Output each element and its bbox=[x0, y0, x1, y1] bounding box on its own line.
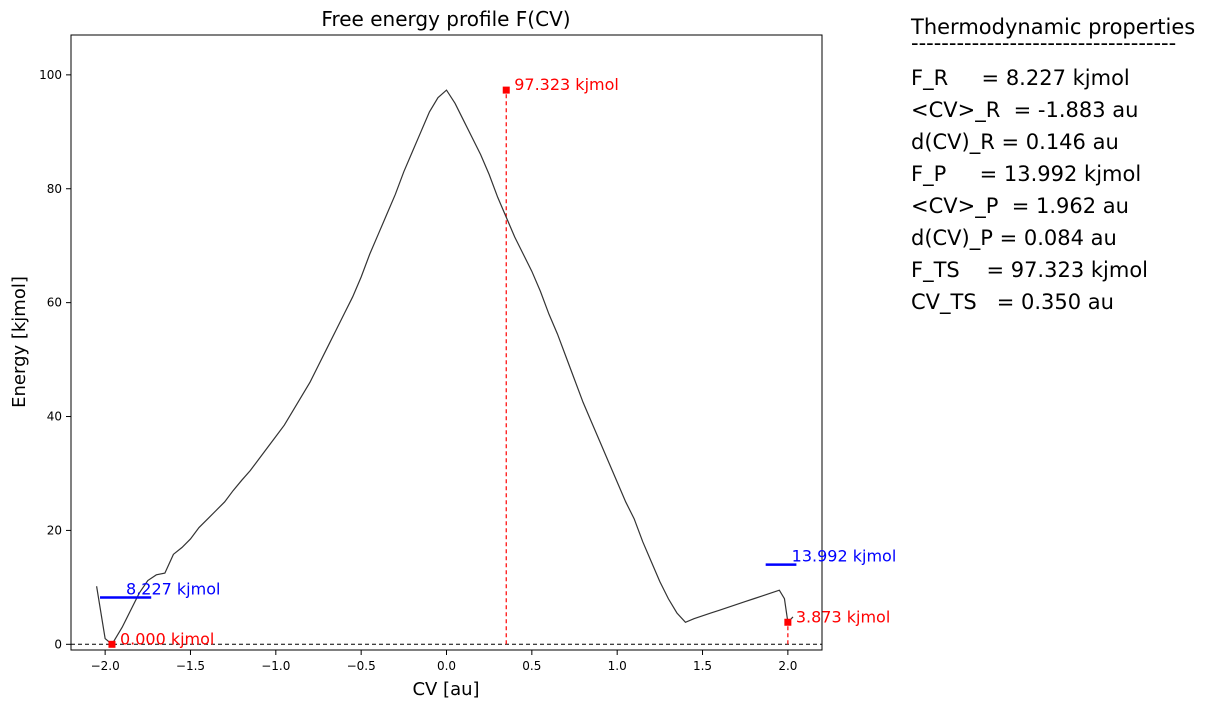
transition-state-marker bbox=[502, 86, 510, 94]
x-tick-label: 1.0 bbox=[608, 659, 627, 673]
free-energy-curve bbox=[96, 89, 794, 646]
y-tick-label: 0 bbox=[54, 637, 62, 651]
chart-title: Free energy profile F(CV) bbox=[321, 7, 570, 31]
axis-ticks: −2.0 −1.5 −1.0 −0.5 0.0 0.5 1.0 1.5 2.0 0 20 40 60 80… bbox=[39, 68, 797, 673]
point-markers: 0.000 kjmol 97.323 kjmol 3.873 kjmol bbox=[108, 75, 890, 648]
properties-rule: ----------------------------------- bbox=[911, 31, 1177, 55]
thermodynamic-properties-panel: Thermodynamic properties ---------------… bbox=[911, 14, 1195, 318]
plot-area bbox=[70, 34, 823, 651]
reference-lines bbox=[71, 90, 822, 645]
level-label-f-r: 8.227 kjmol bbox=[126, 579, 220, 598]
level-label-f-p: 13.992 kjmol bbox=[792, 547, 897, 566]
x-tick-label: 0.0 bbox=[437, 659, 456, 673]
y-axis-label: Energy [kjmol] bbox=[9, 276, 30, 408]
property-line: d(CV)_R = 0.146 au bbox=[911, 130, 1119, 154]
property-line: CV_TS = 0.350 au bbox=[911, 290, 1114, 314]
y-tick-label: 80 bbox=[47, 182, 62, 196]
y-tick-label: 60 bbox=[47, 296, 62, 310]
properties-list: F_R = 8.227 kjmol <CV>_R = -1.883 au d(C… bbox=[911, 62, 1195, 318]
x-tick-label: 2.0 bbox=[778, 659, 797, 673]
property-line: F_R = 8.227 kjmol bbox=[911, 66, 1130, 90]
transition-state-label: 97.323 kjmol bbox=[514, 75, 619, 94]
property-line: <CV>_P = 1.962 au bbox=[911, 194, 1129, 218]
property-line: <CV>_R = -1.883 au bbox=[911, 98, 1139, 122]
product-minimum-label: 3.873 kjmol bbox=[796, 607, 890, 626]
series-lines bbox=[96, 89, 794, 646]
x-tick-label: 1.5 bbox=[693, 659, 712, 673]
x-tick-label: −2.0 bbox=[91, 659, 120, 673]
x-tick-label: −0.5 bbox=[347, 659, 376, 673]
x-tick-label: −1.5 bbox=[176, 659, 205, 673]
y-tick-label: 100 bbox=[39, 68, 62, 82]
property-line: F_TS = 97.323 kjmol bbox=[911, 258, 1148, 282]
product-minimum-marker bbox=[784, 618, 792, 626]
reactant-minimum-label: 0.000 kjmol bbox=[120, 629, 214, 648]
x-axis-label: CV [au] bbox=[412, 679, 479, 700]
property-line: d(CV)_P = 0.084 au bbox=[911, 226, 1117, 250]
y-tick-label: 20 bbox=[47, 523, 62, 537]
x-tick-label: 0.5 bbox=[522, 659, 541, 673]
property-line: F_P = 13.992 kjmol bbox=[911, 162, 1142, 186]
properties-title: Thermodynamic properties bbox=[911, 15, 1196, 39]
x-tick-label: −1.0 bbox=[261, 659, 290, 673]
y-tick-label: 40 bbox=[47, 410, 62, 424]
level-markers: 8.227 kjmol 13.992 kjmol bbox=[100, 547, 896, 599]
reactant-minimum-marker bbox=[108, 640, 116, 648]
